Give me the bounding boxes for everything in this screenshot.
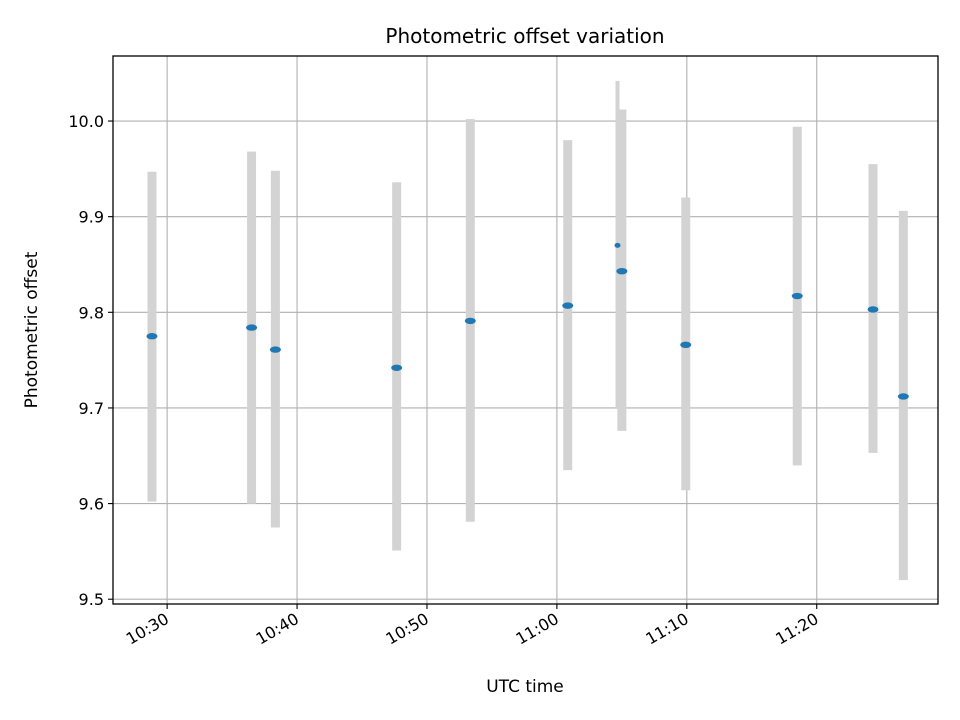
y-tick-label: 10.0 — [68, 112, 104, 131]
y-tick-label: 9.7 — [79, 399, 104, 418]
y-axis-title: Photometric offset — [22, 251, 42, 408]
data-point — [616, 267, 628, 275]
data-point — [897, 393, 909, 400]
data-points — [146, 242, 909, 400]
data-point — [146, 333, 158, 340]
y-tick-label: 9.8 — [79, 303, 104, 322]
plot-frame — [112, 55, 939, 605]
y-tick-label: 9.5 — [79, 590, 104, 609]
data-point — [464, 317, 476, 325]
data-point — [614, 242, 621, 248]
chart-title: Photometric offset variation — [385, 24, 664, 48]
data-point — [391, 364, 403, 371]
y-tick-label: 9.9 — [79, 208, 104, 227]
data-point — [680, 341, 692, 349]
x-axis-title: UTC time — [486, 677, 564, 697]
data-point — [791, 292, 803, 300]
y-tick-label: 9.6 — [79, 495, 104, 514]
y-axis-ticks: 9.5 9.6 9.7 9.8 9.9 10.0 — [68, 112, 113, 609]
data-point — [562, 302, 574, 309]
data-point — [246, 324, 258, 331]
data-point — [867, 306, 879, 313]
data-point — [269, 346, 281, 353]
